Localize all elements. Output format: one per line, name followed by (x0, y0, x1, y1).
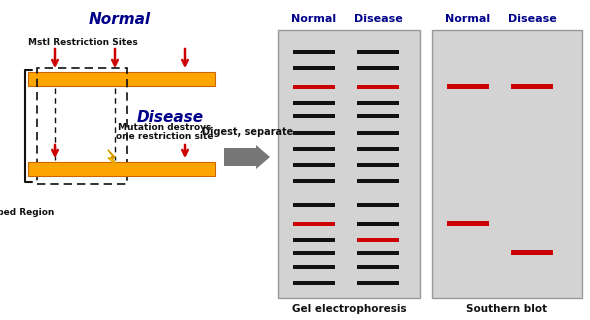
Bar (357, 147, 399, 151)
Text: Gel electrophoresis: Gel electrophoresis (291, 304, 407, 314)
Bar (293, 265, 335, 268)
Bar (511, 84, 553, 89)
Text: Normal: Normal (89, 12, 151, 27)
Bar (357, 251, 399, 255)
Text: Southern blot: Southern blot (467, 304, 548, 314)
Text: Mutation destroys: Mutation destroys (119, 123, 212, 132)
Bar (37, 68, 127, 184)
Bar (293, 251, 335, 255)
Bar (447, 84, 489, 89)
Bar (293, 203, 335, 207)
Text: Disease: Disease (507, 14, 556, 24)
Bar (357, 85, 399, 89)
Text: Probed Region: Probed Region (0, 208, 54, 217)
Bar (357, 115, 399, 118)
Text: Disease: Disease (136, 110, 204, 125)
Bar (357, 238, 399, 242)
Bar (28, 162, 215, 176)
Bar (357, 131, 399, 134)
Bar (357, 50, 399, 54)
Bar (511, 250, 553, 255)
Bar (447, 221, 489, 226)
Bar (293, 85, 335, 89)
Bar (357, 222, 399, 226)
Bar (278, 30, 420, 298)
Bar (357, 66, 399, 70)
Polygon shape (108, 150, 117, 165)
Bar (357, 101, 399, 105)
Bar (293, 66, 335, 70)
Bar (357, 179, 399, 183)
Bar (357, 281, 399, 284)
Text: Normal: Normal (291, 14, 336, 24)
Bar (293, 131, 335, 134)
Text: Digest, separate: Digest, separate (202, 127, 294, 137)
Bar (293, 50, 335, 54)
Text: one restriction site: one restriction site (116, 132, 214, 141)
Bar (357, 163, 399, 167)
Bar (28, 72, 215, 86)
Text: MstI Restriction Sites: MstI Restriction Sites (28, 38, 137, 47)
Bar (293, 179, 335, 183)
Bar (357, 203, 399, 207)
Text: Normal: Normal (445, 14, 490, 24)
Bar (293, 238, 335, 242)
Bar (432, 30, 582, 298)
Bar (293, 101, 335, 105)
Bar (293, 281, 335, 284)
Text: Disease: Disease (353, 14, 402, 24)
Bar (357, 265, 399, 268)
FancyArrow shape (224, 145, 270, 169)
Bar (293, 222, 335, 226)
Bar (293, 115, 335, 118)
Bar (293, 163, 335, 167)
Bar (293, 147, 335, 151)
